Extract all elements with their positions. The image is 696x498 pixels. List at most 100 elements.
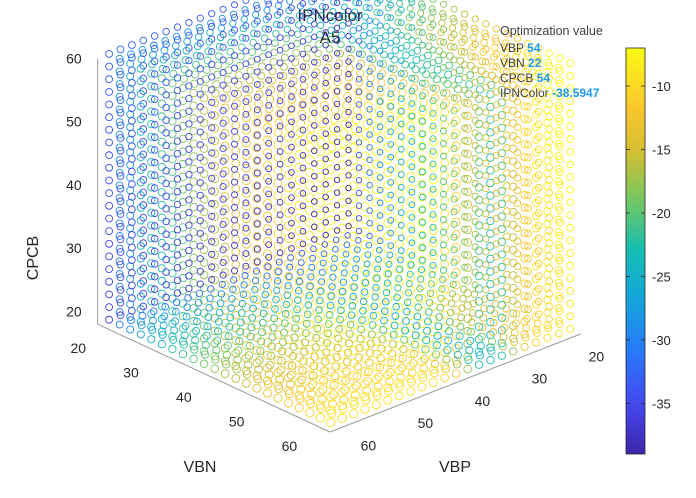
data-point (267, 342, 276, 351)
data-point (440, 26, 447, 34)
data-point (503, 131, 511, 139)
data-point (531, 224, 541, 233)
data-point (258, 328, 266, 337)
data-point (311, 160, 318, 167)
data-point (241, 6, 249, 14)
data-point (482, 235, 490, 243)
data-point (555, 320, 564, 328)
data-point (554, 101, 563, 110)
data-point (513, 72, 522, 81)
data-point (271, 305, 279, 313)
data-point (355, 215, 363, 222)
data-point (474, 157, 484, 167)
data-point (157, 213, 167, 222)
data-point (402, 307, 411, 316)
data-point (566, 274, 575, 283)
data-point (418, 244, 426, 252)
data-point (230, 127, 239, 135)
data-point (305, 243, 315, 253)
data-point (115, 181, 124, 190)
data-point (524, 115, 532, 124)
data-point (509, 245, 518, 255)
data-point (435, 47, 444, 55)
data-point (185, 208, 193, 217)
data-point (246, 332, 255, 341)
data-point (263, 186, 272, 196)
data-point (315, 172, 325, 182)
data-point (319, 375, 328, 385)
data-point (534, 221, 543, 230)
data-point (139, 251, 148, 260)
data-point (157, 150, 167, 159)
data-point (461, 225, 469, 233)
data-point (265, 0, 273, 8)
data-point (136, 178, 145, 187)
data-point (322, 16, 329, 24)
data-point (196, 191, 204, 200)
data-point (322, 3, 329, 11)
data-point (105, 163, 114, 172)
data-point (482, 70, 490, 79)
data-point (303, 44, 312, 53)
data-point (421, 79, 430, 88)
data-point (375, 246, 383, 254)
data-point (406, 197, 416, 206)
data-point (376, 212, 384, 219)
data-point (407, 111, 416, 121)
data-point (521, 333, 530, 342)
data-point (242, 239, 251, 249)
data-point (158, 64, 167, 74)
data-point (424, 317, 432, 326)
data-point (150, 222, 159, 230)
data-point (299, 177, 307, 184)
data-point (353, 255, 360, 263)
data-points[interactable] (105, 0, 575, 428)
data-point (409, 349, 419, 359)
data-point (309, 361, 319, 371)
data-point (417, 382, 427, 392)
data-point (418, 16, 426, 24)
data-point (438, 19, 446, 27)
data-point (128, 53, 136, 62)
data-point (276, 249, 284, 257)
data-point (531, 173, 541, 182)
data-point (393, 27, 401, 36)
data-point (545, 201, 553, 210)
data-point (520, 279, 529, 288)
data-point (189, 342, 198, 351)
data-point (208, 250, 216, 258)
data-point (199, 258, 209, 267)
data-point (524, 77, 532, 86)
data-point (294, 378, 304, 388)
data-point (231, 108, 241, 118)
data-point (520, 203, 529, 212)
data-point (185, 19, 193, 27)
data-point (440, 216, 447, 223)
data-point (320, 366, 329, 376)
data-point (252, 371, 262, 381)
data-point (407, 377, 416, 387)
data-point (429, 226, 438, 235)
data-point (545, 74, 553, 83)
data-point (492, 151, 500, 160)
data-point (352, 264, 360, 272)
y-tick-label: 50 (229, 414, 245, 430)
data-point (329, 7, 337, 16)
data-point (470, 24, 479, 33)
data-point (497, 187, 506, 196)
data-point (322, 29, 329, 36)
data-point (411, 65, 420, 74)
data-point (370, 36, 379, 45)
data-point (259, 309, 268, 318)
data-point (139, 36, 148, 45)
data-point (202, 65, 211, 74)
data-point (365, 83, 375, 92)
data-point (139, 226, 148, 235)
data-point (231, 146, 241, 156)
data-point (247, 323, 256, 332)
data-point (271, 39, 279, 47)
data-point (253, 374, 263, 384)
data-point (276, 21, 284, 29)
data-point (368, 321, 377, 329)
